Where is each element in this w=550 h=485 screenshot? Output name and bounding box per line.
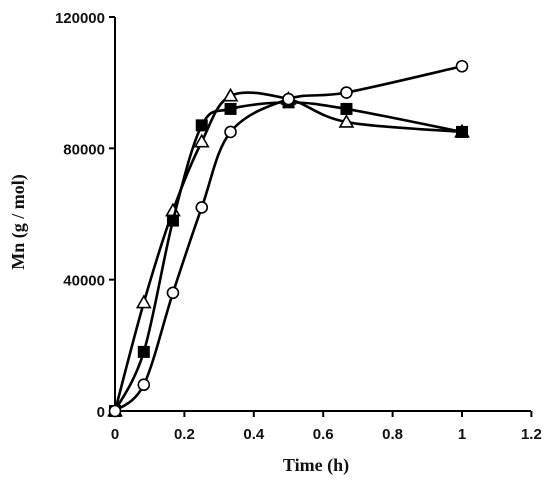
data-point-triangle bbox=[222, 87, 239, 102]
data-point-circle bbox=[166, 286, 180, 300]
data-point-circle bbox=[224, 125, 237, 139]
x-axis-title: Time (h) bbox=[283, 455, 349, 476]
data-point-circle bbox=[340, 86, 353, 99]
series-filled-square bbox=[109, 96, 468, 417]
y-axis-title: Mn (g / mol) bbox=[8, 174, 29, 269]
y-tick-label: 120000 bbox=[55, 10, 105, 27]
axis-ticks: 0 0.2 0.4 0.6 0.8 1 1.2 0 40000 80000 120000 bbox=[55, 10, 542, 443]
series-line bbox=[114, 64, 463, 413]
data-point-square bbox=[195, 119, 208, 132]
y-tick-label: 0 bbox=[97, 404, 105, 421]
data-point-circle bbox=[455, 59, 469, 73]
x-tick-label: 0 bbox=[111, 426, 119, 443]
data-point-triangle bbox=[193, 133, 210, 148]
y-tick-label: 40000 bbox=[63, 273, 105, 290]
y-tick-label: 80000 bbox=[63, 141, 105, 158]
x-tick-label: 1 bbox=[458, 426, 466, 443]
x-tick-label: 1.2 bbox=[521, 426, 542, 443]
data-point-circle bbox=[195, 201, 209, 214]
series-line bbox=[113, 101, 463, 412]
x-tick-label: 0.4 bbox=[243, 426, 265, 443]
data-point-square bbox=[224, 102, 237, 115]
data-point-square bbox=[340, 102, 353, 115]
series-open-circle bbox=[108, 59, 469, 418]
series-group bbox=[107, 59, 470, 418]
data-point-circle bbox=[137, 378, 151, 392]
x-tick-label: 0.2 bbox=[174, 426, 195, 443]
x-tick-label: 0.8 bbox=[382, 426, 403, 443]
x-tick-label: 0.6 bbox=[313, 426, 334, 443]
data-point-circle bbox=[282, 92, 295, 106]
data-point-triangle bbox=[338, 113, 355, 128]
data-point-triangle bbox=[135, 294, 152, 309]
series-open-triangle bbox=[107, 87, 470, 417]
data-point-square bbox=[137, 345, 150, 358]
plot-area: 0 0.2 0.4 0.6 0.8 1 1.2 0 40000 80000 120000 bbox=[55, 10, 542, 443]
data-point-square bbox=[456, 125, 468, 138]
data-point-square bbox=[166, 214, 179, 227]
data-point-circle bbox=[108, 404, 122, 418]
